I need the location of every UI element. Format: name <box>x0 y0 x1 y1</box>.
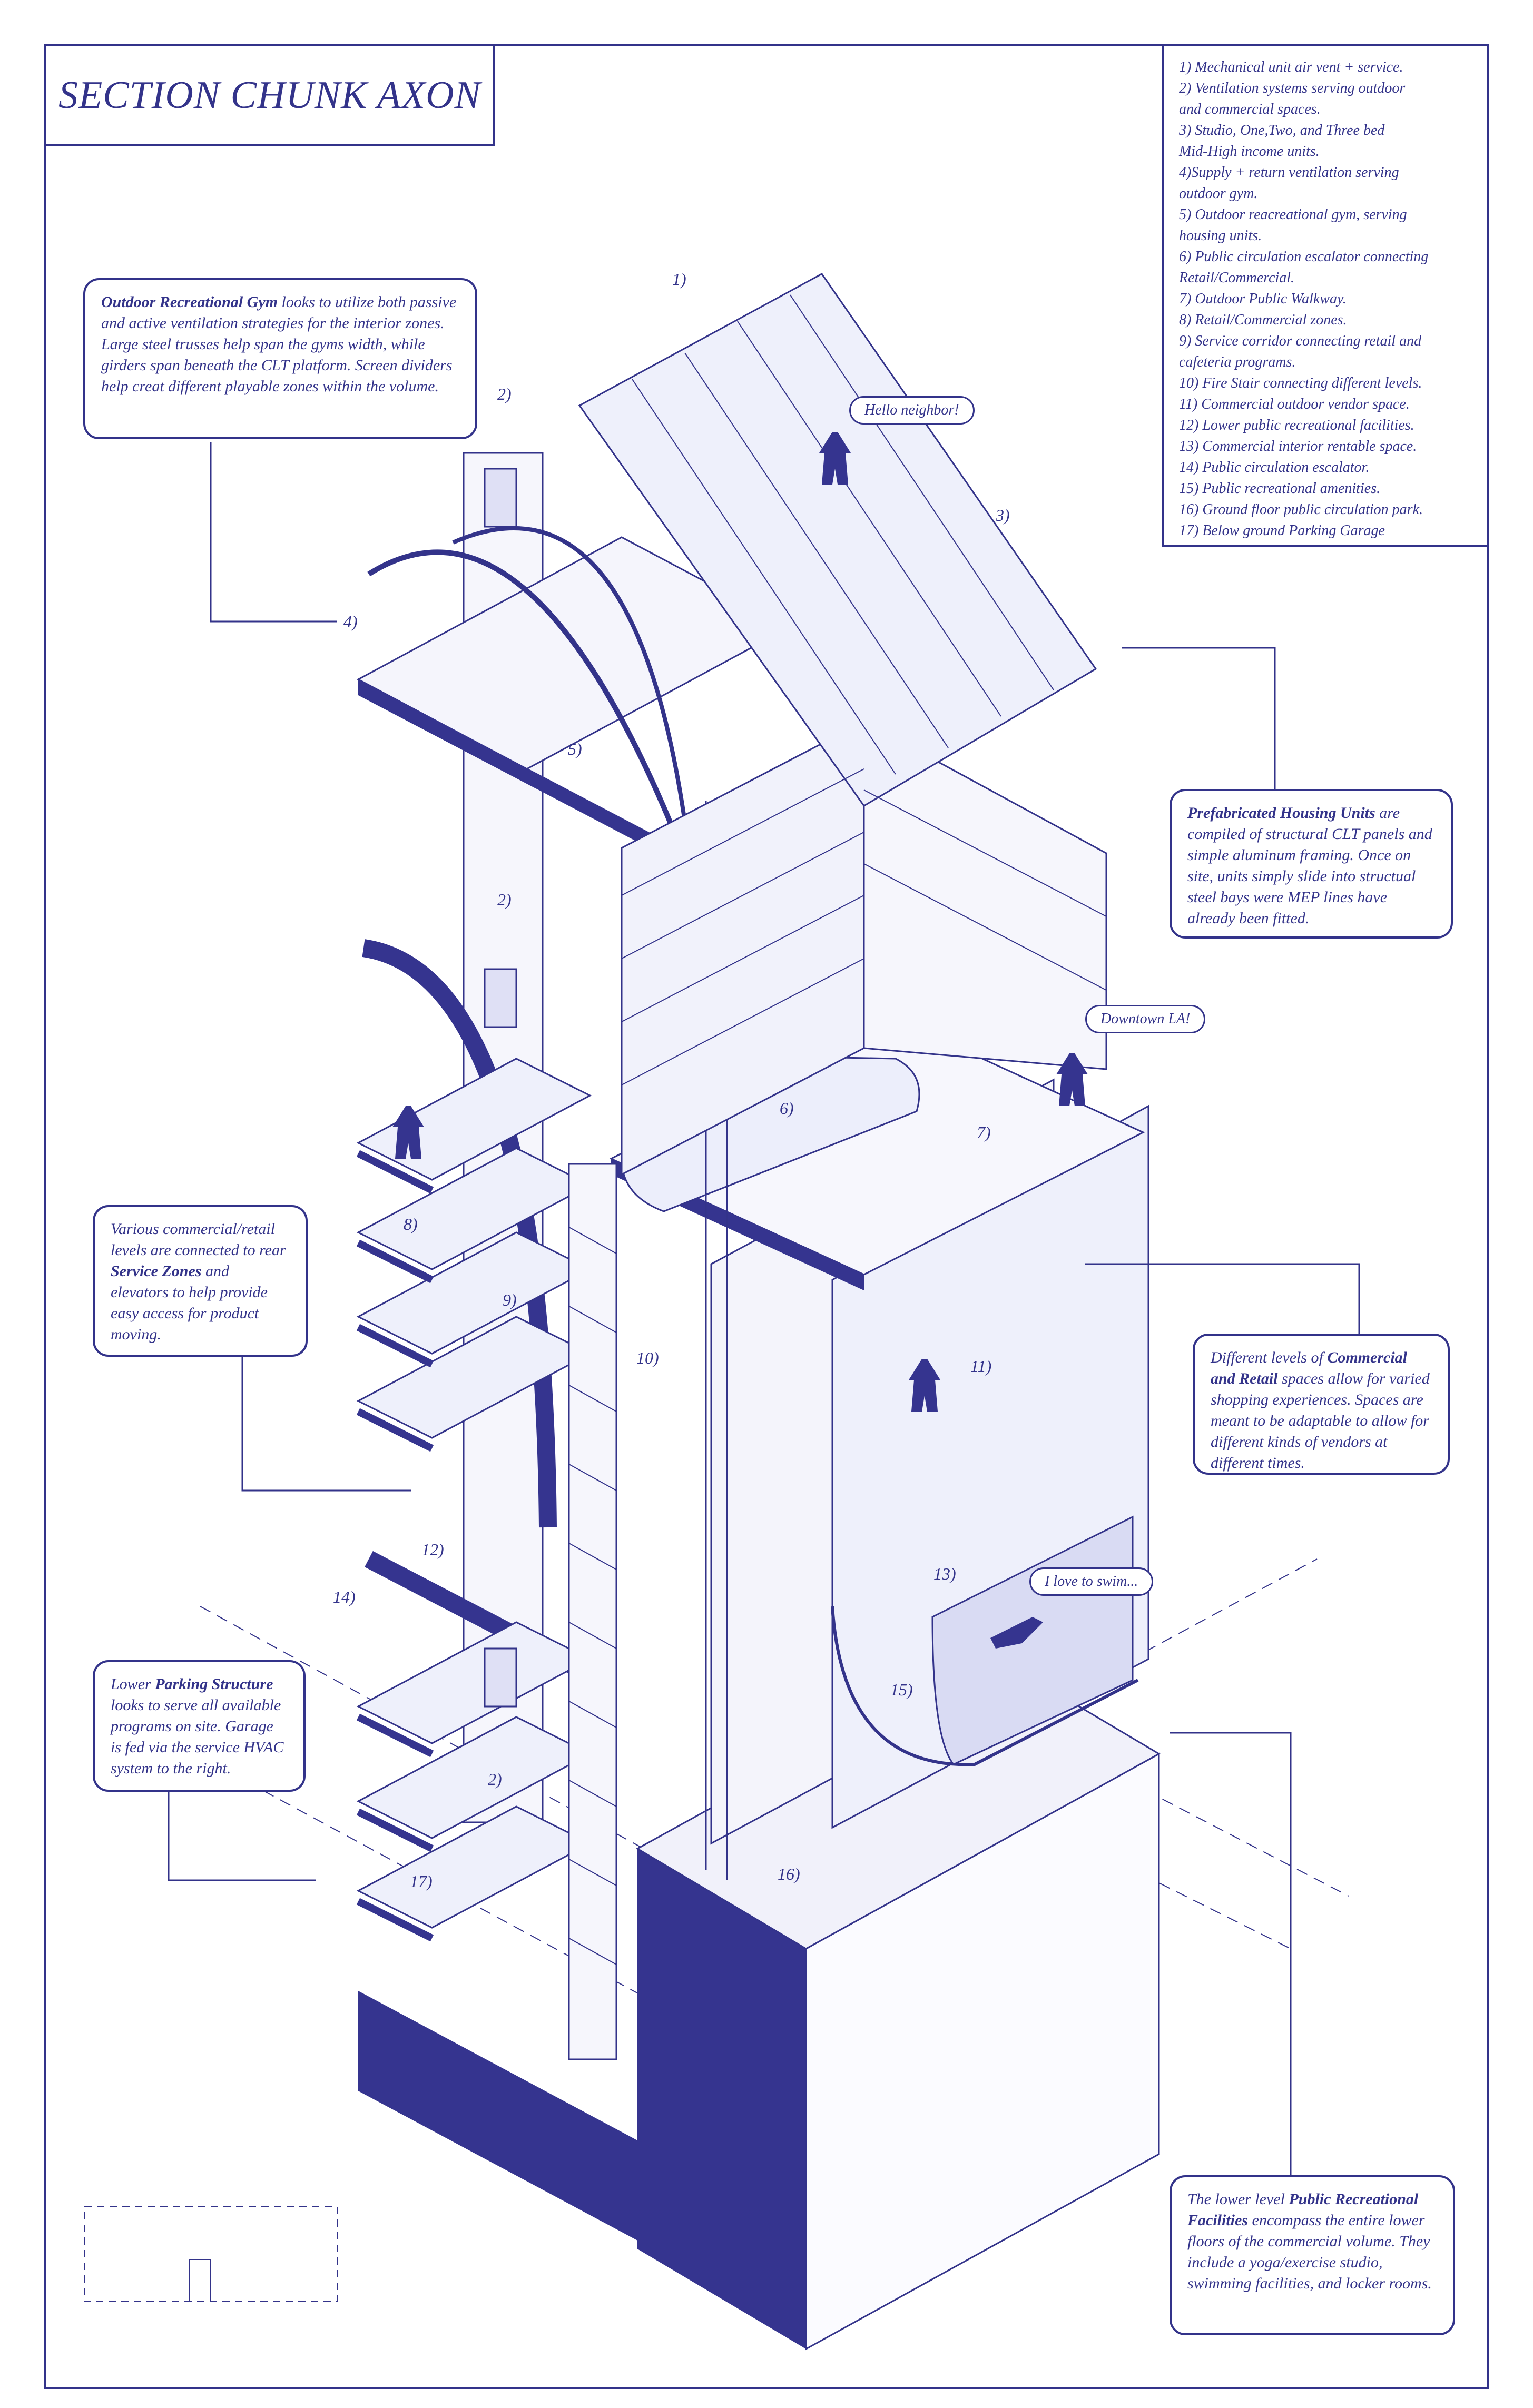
callout-parking-pre: Lower <box>111 1675 155 1693</box>
label-11: 11) <box>970 1357 992 1376</box>
label-9: 9) <box>503 1290 517 1309</box>
label-3: 3) <box>996 506 1010 525</box>
legend-item: 15) Public recreational amenities. <box>1179 480 1381 497</box>
legend-item: Mid-High income units. <box>1179 143 1320 160</box>
label-14: 14) <box>333 1587 356 1606</box>
callout-gym-text: looks to utilize both passive and active… <box>101 293 457 395</box>
callout-parking-bold: Parking Structure <box>155 1675 273 1693</box>
legend-item: 4)Supply + return ventilation serving <box>1179 164 1399 181</box>
callout-recreation-pre: The lower level <box>1187 2190 1289 2208</box>
legend-item: 16) Ground floor public circulation park… <box>1179 501 1423 518</box>
legend-item: 1) Mechanical unit air vent + service. <box>1179 59 1403 75</box>
legend-item: 12) Lower public recreational facilities… <box>1179 417 1414 433</box>
callout-parking-text: looks to serve all available programs on… <box>111 1696 284 1777</box>
legend-item: outdoor gym. <box>1179 185 1258 202</box>
label-17: 17) <box>410 1872 433 1891</box>
legend-item: 7) Outdoor Public Walkway. <box>1179 291 1347 307</box>
callout-commercial: Different levels of Commercial and Retai… <box>1193 1334 1450 1475</box>
label-1: 1) <box>672 270 686 289</box>
callout-service-text: and elevators to help provide easy acces… <box>111 1262 268 1343</box>
legend-item: 8) Retail/Commercial zones. <box>1179 312 1347 328</box>
callout-service-pre: Various commercial/retail levels are con… <box>111 1220 286 1259</box>
legend-item: 17) Below ground Parking Garage <box>1179 522 1385 539</box>
legend-item: 14) Public circulation escalator. <box>1179 459 1370 476</box>
callout-parking: Lower Parking Structure looks to serve a… <box>93 1660 306 1792</box>
callout-housing-text: are compiled of structural CLT panels an… <box>1187 804 1432 927</box>
label-16: 16) <box>778 1864 800 1883</box>
label-4: 4) <box>343 612 358 631</box>
page-frame <box>44 44 1489 2389</box>
label-10: 10) <box>636 1348 659 1367</box>
callout-commercial-pre: Different levels of <box>1211 1349 1328 1366</box>
callout-commercial-bold: Commercial and Retail <box>1211 1349 1407 1387</box>
callout-housing-bold: Prefabricated Housing Units <box>1187 804 1375 822</box>
callout-commercial-text: spaces allow for varied shopping experie… <box>1211 1370 1430 1472</box>
callout-recreation: The lower level Public Recreational Faci… <box>1170 2175 1455 2335</box>
legend-item: 11) Commercial outdoor vendor space. <box>1179 396 1410 412</box>
legend-item: cafeteria programs. <box>1179 354 1296 370</box>
legend-item: 6) Public circulation escalator connecti… <box>1179 249 1429 265</box>
legend-item: 5) Outdoor reacreational gym, serving <box>1179 206 1407 223</box>
title-box: SECTION CHUNK AXON <box>44 44 495 146</box>
legend-item: 3) Studio, One,Two, and Three bed <box>1179 122 1385 139</box>
label-15: 15) <box>890 1680 913 1699</box>
page-title: SECTION CHUNK AXON <box>58 73 481 117</box>
legend-item: and commercial spaces. <box>1179 101 1321 117</box>
label-8: 8) <box>404 1215 418 1233</box>
speech-hello: Hello neighbor! <box>849 396 975 425</box>
callout-housing: Prefabricated Housing Units are compiled… <box>1170 789 1453 939</box>
legend: 1) Mechanical unit air vent + service. 2)… <box>1162 44 1489 547</box>
label-13: 13) <box>933 1564 956 1583</box>
callout-service-bold: Service Zones <box>111 1262 202 1280</box>
label-6: 6) <box>780 1099 794 1118</box>
legend-item: housing units. <box>1179 228 1262 244</box>
callout-gym-bold: Outdoor Recreational Gym <box>101 293 278 311</box>
callout-service: Various commercial/retail levels are con… <box>93 1205 308 1357</box>
label-7: 7) <box>977 1123 991 1142</box>
speech-downtown: Downtown LA! <box>1085 1005 1206 1033</box>
label-5: 5) <box>568 739 582 758</box>
legend-item: 9) Service corridor connecting retail an… <box>1179 333 1422 349</box>
label-2-mid: 2) <box>497 890 512 909</box>
speech-swim: I love to swim... <box>1029 1567 1154 1596</box>
callout-recreation-text: encompass the entire lower floors of the… <box>1187 2212 1432 2292</box>
legend-item: 2) Ventilation systems serving outdoor <box>1179 80 1406 96</box>
label-2-low: 2) <box>488 1770 502 1789</box>
label-12: 12) <box>421 1540 444 1559</box>
legend-item: 13) Commercial interior rentable space. <box>1179 438 1417 455</box>
callout-gym: Outdoor Recreational Gym looks to utiliz… <box>83 278 477 439</box>
legend-item: 10) Fire Stair connecting different leve… <box>1179 375 1422 391</box>
label-2-top: 2) <box>497 384 512 403</box>
legend-item: Retail/Commercial. <box>1179 270 1295 286</box>
callout-recreation-bold: Public Recreational Facilities <box>1187 2190 1419 2229</box>
